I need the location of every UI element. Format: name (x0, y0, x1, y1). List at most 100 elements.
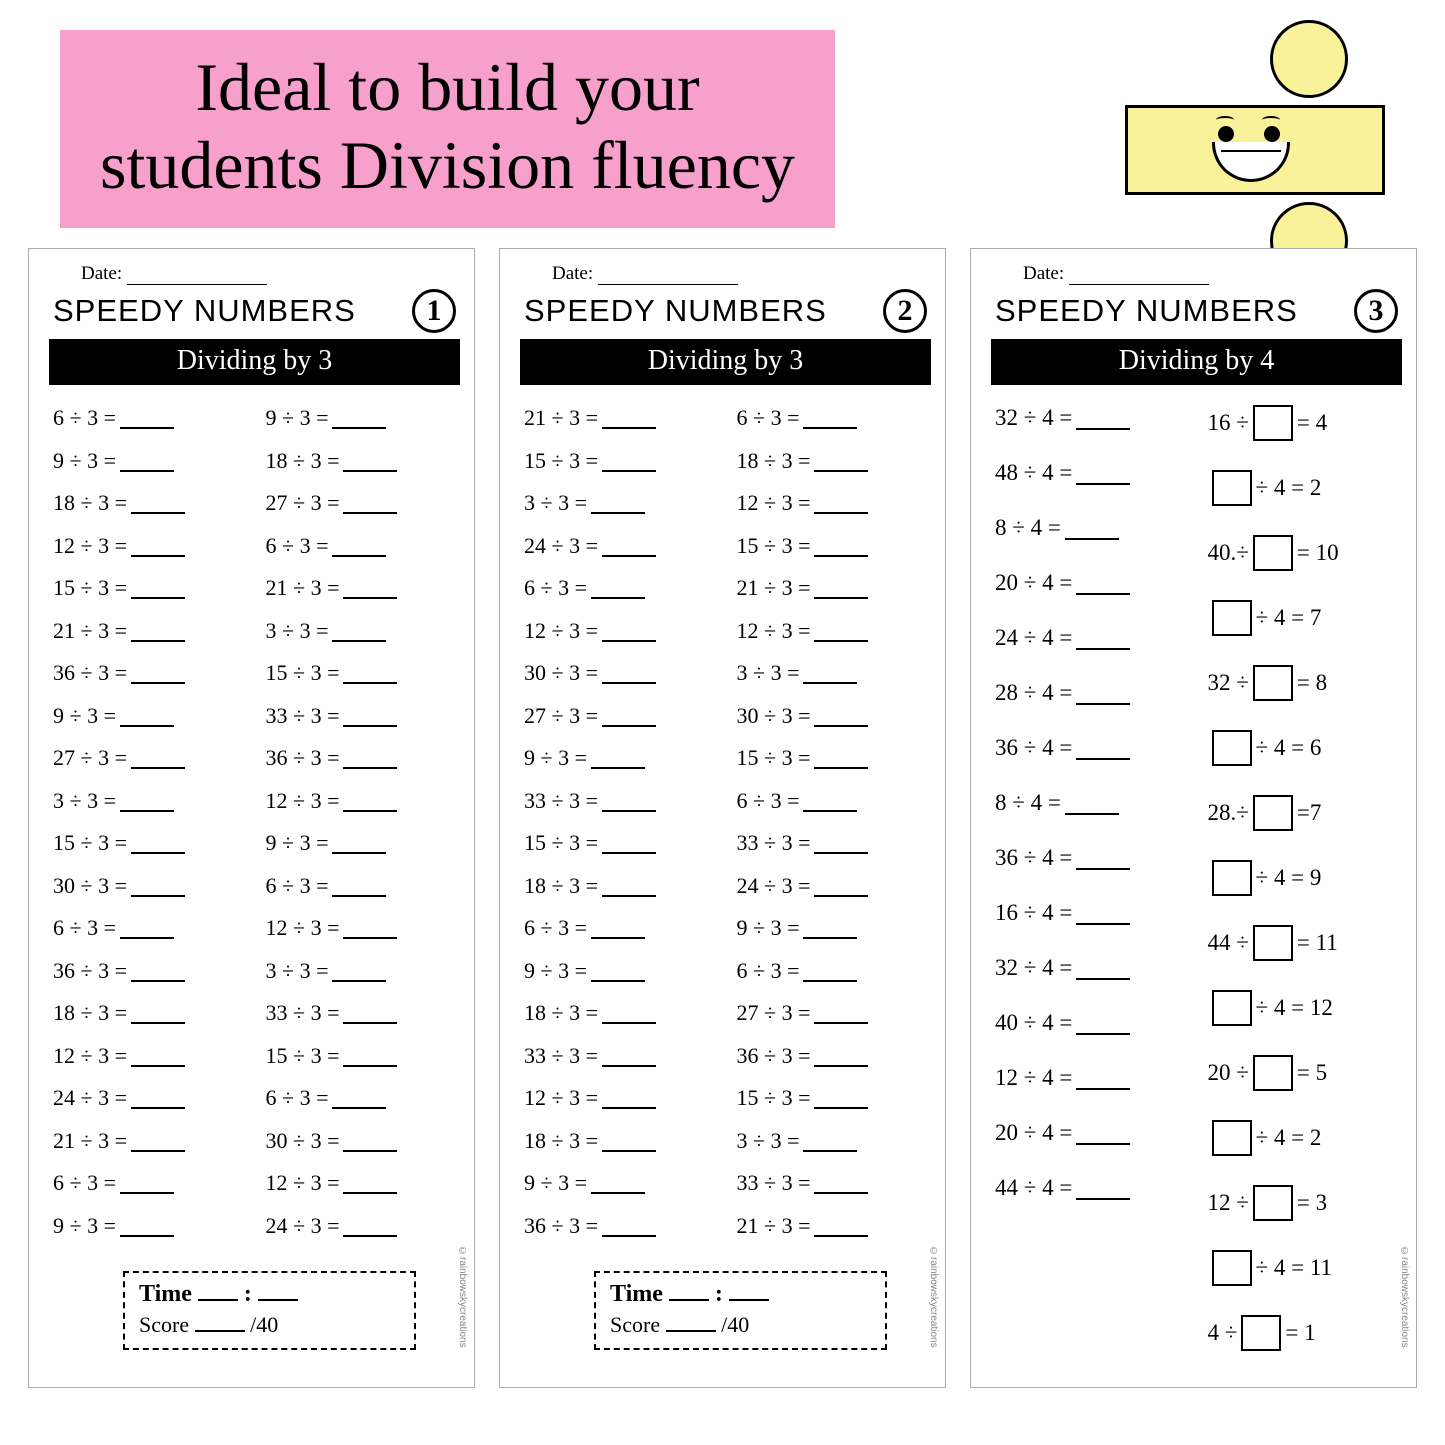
answer-blank[interactable] (1076, 1122, 1130, 1145)
answer-blank[interactable] (803, 662, 857, 684)
answer-blank[interactable] (602, 832, 656, 854)
answer-blank[interactable] (131, 1130, 185, 1152)
answer-blank[interactable] (602, 535, 656, 557)
answer-blank[interactable] (343, 450, 397, 472)
answer-blank[interactable] (131, 492, 185, 514)
time-sec-blank[interactable] (729, 1299, 769, 1301)
answer-box[interactable] (1212, 1120, 1252, 1156)
answer-blank[interactable] (343, 705, 397, 727)
answer-blank[interactable] (814, 535, 868, 557)
answer-blank[interactable] (602, 662, 656, 684)
time-min-blank[interactable] (198, 1299, 238, 1301)
answer-blank[interactable] (602, 620, 656, 642)
answer-box[interactable] (1253, 1185, 1293, 1221)
answer-blank[interactable] (814, 577, 868, 599)
answer-blank[interactable] (343, 1172, 397, 1194)
answer-blank[interactable] (1076, 902, 1130, 925)
answer-blank[interactable] (591, 1172, 645, 1194)
answer-blank[interactable] (602, 407, 656, 429)
answer-blank[interactable] (131, 960, 185, 982)
answer-blank[interactable] (1065, 792, 1119, 815)
answer-blank[interactable] (591, 747, 645, 769)
answer-blank[interactable] (1076, 682, 1130, 705)
time-sec-blank[interactable] (258, 1299, 298, 1301)
answer-blank[interactable] (343, 1045, 397, 1067)
answer-blank[interactable] (120, 705, 174, 727)
answer-blank[interactable] (1076, 737, 1130, 760)
answer-blank[interactable] (343, 492, 397, 514)
answer-box[interactable] (1253, 405, 1293, 441)
answer-blank[interactable] (343, 747, 397, 769)
answer-blank[interactable] (343, 917, 397, 939)
answer-blank[interactable] (602, 450, 656, 472)
answer-blank[interactable] (814, 1002, 868, 1024)
answer-blank[interactable] (332, 832, 386, 854)
answer-blank[interactable] (602, 1215, 656, 1237)
answer-blank[interactable] (1076, 407, 1130, 430)
answer-blank[interactable] (591, 917, 645, 939)
answer-box[interactable] (1253, 795, 1293, 831)
answer-blank[interactable] (131, 747, 185, 769)
answer-blank[interactable] (814, 620, 868, 642)
answer-blank[interactable] (814, 705, 868, 727)
answer-blank[interactable] (131, 1087, 185, 1109)
date-blank[interactable] (598, 284, 738, 285)
answer-blank[interactable] (602, 1002, 656, 1024)
answer-blank[interactable] (814, 875, 868, 897)
answer-blank[interactable] (332, 407, 386, 429)
answer-box[interactable] (1253, 535, 1293, 571)
answer-blank[interactable] (332, 535, 386, 557)
answer-blank[interactable] (602, 705, 656, 727)
answer-box[interactable] (1253, 925, 1293, 961)
time-min-blank[interactable] (669, 1299, 709, 1301)
answer-blank[interactable] (332, 875, 386, 897)
answer-blank[interactable] (131, 535, 185, 557)
answer-blank[interactable] (602, 790, 656, 812)
answer-blank[interactable] (591, 577, 645, 599)
answer-blank[interactable] (602, 875, 656, 897)
answer-blank[interactable] (803, 1130, 857, 1152)
answer-blank[interactable] (803, 407, 857, 429)
answer-blank[interactable] (803, 917, 857, 939)
answer-blank[interactable] (1065, 517, 1119, 540)
answer-blank[interactable] (814, 1215, 868, 1237)
answer-blank[interactable] (814, 832, 868, 854)
answer-box[interactable] (1212, 990, 1252, 1026)
answer-blank[interactable] (131, 662, 185, 684)
answer-blank[interactable] (814, 450, 868, 472)
answer-blank[interactable] (343, 1130, 397, 1152)
answer-blank[interactable] (1076, 957, 1130, 980)
answer-blank[interactable] (131, 1045, 185, 1067)
answer-blank[interactable] (332, 1087, 386, 1109)
answer-blank[interactable] (814, 1172, 868, 1194)
answer-blank[interactable] (591, 960, 645, 982)
answer-blank[interactable] (1076, 627, 1130, 650)
answer-blank[interactable] (814, 492, 868, 514)
answer-blank[interactable] (120, 1215, 174, 1237)
answer-box[interactable] (1212, 860, 1252, 896)
answer-blank[interactable] (1076, 1067, 1130, 1090)
answer-blank[interactable] (120, 1172, 174, 1194)
answer-blank[interactable] (131, 875, 185, 897)
answer-blank[interactable] (1076, 462, 1130, 485)
answer-blank[interactable] (814, 1045, 868, 1067)
answer-blank[interactable] (343, 790, 397, 812)
answer-blank[interactable] (602, 1087, 656, 1109)
answer-blank[interactable] (591, 492, 645, 514)
date-blank[interactable] (127, 284, 267, 285)
answer-box[interactable] (1212, 470, 1252, 506)
answer-box[interactable] (1253, 1055, 1293, 1091)
answer-blank[interactable] (120, 450, 174, 472)
date-blank[interactable] (1069, 284, 1209, 285)
answer-blank[interactable] (1076, 572, 1130, 595)
answer-blank[interactable] (343, 577, 397, 599)
answer-blank[interactable] (1076, 1177, 1130, 1200)
answer-blank[interactable] (120, 790, 174, 812)
answer-blank[interactable] (343, 662, 397, 684)
answer-blank[interactable] (343, 1002, 397, 1024)
answer-blank[interactable] (602, 1045, 656, 1067)
answer-blank[interactable] (1076, 847, 1130, 870)
answer-blank[interactable] (131, 577, 185, 599)
score-blank[interactable] (195, 1330, 245, 1332)
answer-box[interactable] (1212, 730, 1252, 766)
